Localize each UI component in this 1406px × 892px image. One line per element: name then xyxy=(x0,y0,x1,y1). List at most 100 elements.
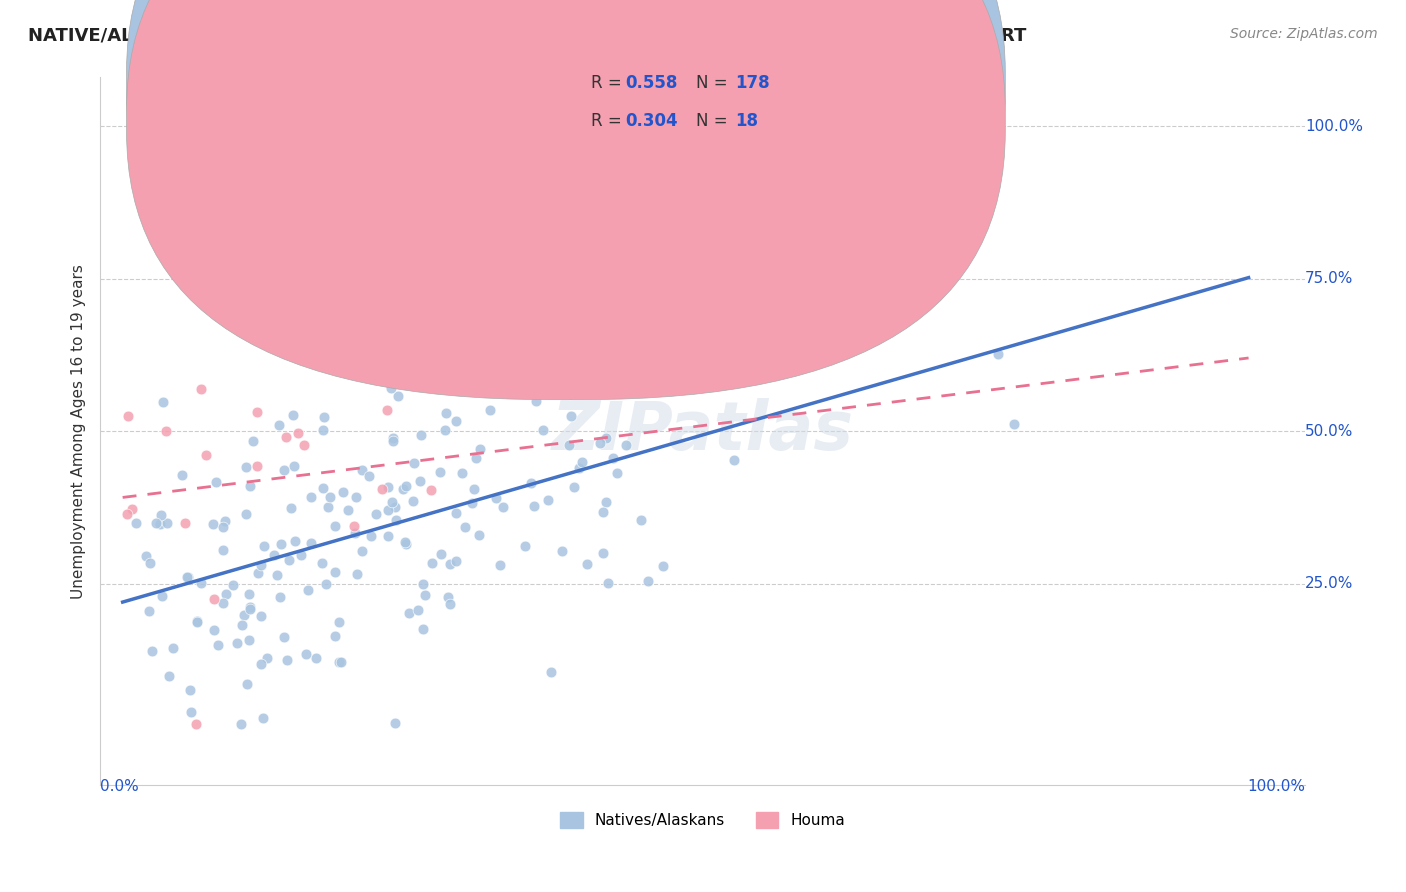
Point xyxy=(408,474,430,488)
Point xyxy=(299,490,322,504)
Point xyxy=(121,501,143,516)
Point xyxy=(179,683,201,698)
Point xyxy=(375,403,398,417)
Point xyxy=(270,537,292,551)
Point xyxy=(299,536,322,550)
Point xyxy=(215,587,238,601)
Point xyxy=(519,475,541,490)
Point xyxy=(170,467,193,482)
Point xyxy=(235,507,257,521)
Point xyxy=(371,482,394,496)
Point xyxy=(446,414,468,428)
Point xyxy=(596,576,619,591)
Point xyxy=(278,552,301,566)
Point xyxy=(1002,417,1025,432)
Point xyxy=(540,665,562,679)
Text: R =: R = xyxy=(591,112,627,130)
Point xyxy=(162,641,184,656)
Point xyxy=(202,517,225,532)
Point xyxy=(135,549,157,564)
Point xyxy=(446,554,468,568)
Point xyxy=(202,623,225,637)
Point xyxy=(155,425,177,439)
Point xyxy=(468,442,491,457)
Text: 0.304: 0.304 xyxy=(626,112,678,130)
Point xyxy=(290,548,312,562)
Point xyxy=(592,505,614,519)
Point xyxy=(387,389,409,403)
Point xyxy=(575,557,598,571)
Point xyxy=(489,558,512,572)
Point xyxy=(595,495,617,509)
Point xyxy=(412,623,434,637)
Point xyxy=(235,460,257,475)
Point xyxy=(247,566,270,581)
Point xyxy=(239,602,262,616)
Point xyxy=(205,475,228,489)
Point xyxy=(186,614,208,628)
Point xyxy=(467,528,489,542)
Point xyxy=(256,651,278,665)
Point xyxy=(350,463,373,477)
Point xyxy=(531,423,554,437)
Point xyxy=(152,395,174,409)
Point xyxy=(176,569,198,583)
Point xyxy=(267,417,290,432)
Point xyxy=(312,481,335,495)
Text: 50.0%: 50.0% xyxy=(1305,424,1353,439)
Point xyxy=(415,588,437,602)
Point xyxy=(316,500,339,514)
Point xyxy=(384,716,406,731)
Point xyxy=(395,479,418,493)
Point xyxy=(484,352,506,367)
Point xyxy=(150,508,173,522)
Y-axis label: Unemployment Among Ages 16 to 19 years: Unemployment Among Ages 16 to 19 years xyxy=(72,264,86,599)
Point xyxy=(377,503,399,517)
Point xyxy=(429,466,451,480)
Point xyxy=(284,534,307,549)
Point xyxy=(637,574,659,589)
Text: 75.0%: 75.0% xyxy=(1305,271,1353,286)
Point xyxy=(404,456,426,470)
Point xyxy=(381,495,404,509)
Point xyxy=(558,387,581,401)
Point xyxy=(184,717,207,731)
Point xyxy=(242,434,264,448)
Point xyxy=(461,496,484,510)
Point xyxy=(346,567,368,582)
Point xyxy=(323,519,346,533)
Point xyxy=(212,596,235,610)
Point xyxy=(485,491,508,505)
Point xyxy=(332,484,354,499)
Point xyxy=(350,544,373,558)
Point xyxy=(328,656,350,670)
Point xyxy=(141,643,163,657)
Point xyxy=(406,603,429,617)
Point xyxy=(323,565,346,579)
Point xyxy=(283,459,305,474)
Point xyxy=(239,478,262,492)
Point xyxy=(233,607,256,622)
Point xyxy=(537,492,560,507)
Point xyxy=(479,403,502,417)
Point xyxy=(524,394,547,409)
Text: 100.0%: 100.0% xyxy=(1247,779,1305,794)
Text: 0.558: 0.558 xyxy=(626,74,678,92)
Point xyxy=(571,455,593,469)
Point xyxy=(420,557,443,571)
Point xyxy=(411,428,433,442)
Point xyxy=(214,514,236,528)
Point xyxy=(382,431,405,445)
Text: Source: ZipAtlas.com: Source: ZipAtlas.com xyxy=(1230,27,1378,41)
Point xyxy=(238,632,260,647)
Point xyxy=(202,592,225,607)
Point xyxy=(190,382,212,396)
Point xyxy=(139,556,162,570)
Point xyxy=(419,483,441,497)
Point xyxy=(630,513,652,527)
Point xyxy=(398,606,420,620)
Point xyxy=(263,548,285,562)
Point xyxy=(186,615,208,629)
Point xyxy=(190,576,212,591)
Point xyxy=(246,405,269,419)
